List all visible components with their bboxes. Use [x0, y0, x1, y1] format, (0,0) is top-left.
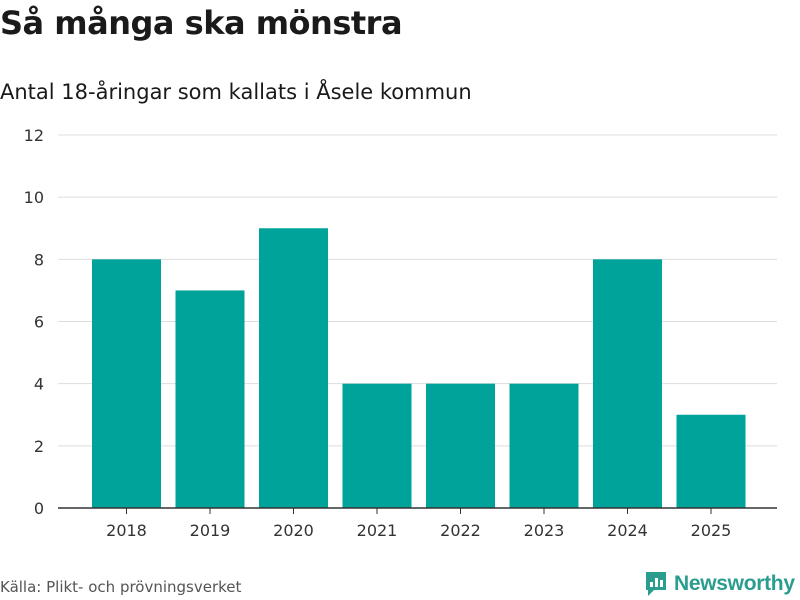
bar-2025: [676, 414, 746, 508]
bar-2024: [593, 259, 662, 508]
x-tick-label: 2019: [190, 521, 231, 540]
brand-logo: Newsworthy: [644, 570, 795, 598]
bars: [92, 228, 746, 508]
x-tick-label: 2025: [691, 521, 732, 540]
bar-2023: [509, 383, 579, 508]
y-axis-ticks: 0 2 4 6 8 10 12: [24, 126, 44, 518]
x-tick-label: 2022: [440, 521, 481, 540]
bar-2019: [175, 290, 245, 508]
y-tick-label: 2: [34, 437, 44, 456]
x-tick-label: 2018: [106, 521, 147, 540]
y-tick-label: 8: [34, 250, 44, 269]
brand-name: Newsworthy: [674, 572, 795, 595]
x-tick-label: 2021: [357, 521, 398, 540]
bar-2020: [259, 228, 328, 508]
y-tick-label: 10: [24, 188, 44, 207]
bar-2018: [92, 259, 161, 508]
y-tick-label: 0: [34, 499, 44, 518]
y-tick-label: 6: [34, 313, 44, 332]
x-tick-label: 2024: [607, 521, 648, 540]
y-tick-label: 12: [24, 126, 44, 145]
y-tick-label: 4: [34, 375, 44, 394]
chart-title: Så många ska mönstra: [0, 4, 403, 42]
x-tick-label: 2023: [524, 521, 565, 540]
x-axis-ticks: 2018 2019 2020 2021 2022 2023 2024 2025: [106, 508, 731, 540]
newsworthy-logo-icon: [646, 572, 666, 596]
chart-subtitle: Antal 18-åringar som kallats i Åsele kom…: [0, 80, 472, 104]
source-note: Källa: Plikt- och prövningsverket: [0, 578, 242, 596]
gridlines: [58, 134, 777, 447]
bar-2021: [342, 383, 412, 508]
bar-2022: [426, 383, 495, 508]
x-tick-label: 2020: [273, 521, 314, 540]
